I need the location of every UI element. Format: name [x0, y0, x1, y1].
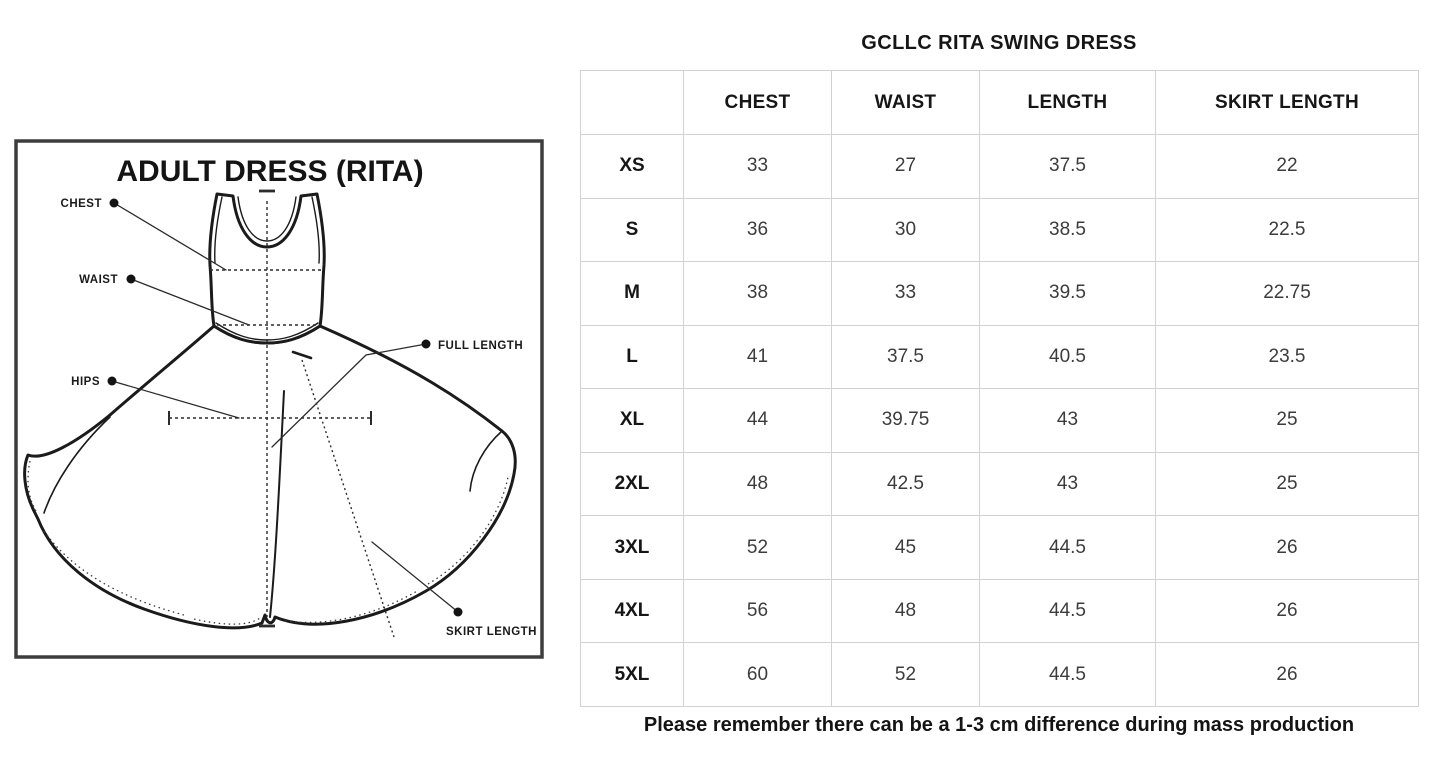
waist-value: 33 — [831, 261, 980, 326]
skirt-outline — [23, 324, 517, 630]
waist-value: 39.75 — [831, 388, 980, 453]
header-row: CHEST WAIST LENGTH SKIRT LENGTH — [580, 70, 1419, 135]
chest-value: 56 — [683, 578, 832, 644]
length-value: 39.5 — [979, 261, 1156, 326]
skirt-length-callout-dot — [453, 607, 463, 617]
chest-value: 60 — [683, 642, 832, 707]
length-value: 44.5 — [979, 642, 1156, 707]
length-value: 37.5 — [979, 134, 1156, 199]
waist-value: 45 — [831, 515, 980, 580]
full-length-label: FULL LENGTH — [438, 340, 523, 352]
callout-hips: HIPS — [71, 376, 240, 419]
length-value: 43 — [979, 451, 1156, 517]
size-cell: S — [580, 197, 684, 263]
skirt-length-value: 23.5 — [1155, 324, 1419, 390]
waist-value: 27 — [831, 134, 980, 199]
callout-full-length: FULL LENGTH — [271, 339, 523, 448]
table-row-xs: XS 33 27 37.5 22 — [580, 134, 1419, 199]
callouts: CHEST WAIST HIPS FULL LENGTH — [61, 198, 537, 638]
size-cell: 4XL — [580, 578, 684, 644]
length-value: 44.5 — [979, 515, 1156, 580]
waist-callout-dot — [126, 274, 136, 284]
waist-value: 37.5 — [831, 324, 980, 390]
skirt-length-value: 22.5 — [1155, 197, 1419, 263]
chest-value: 41 — [683, 324, 832, 390]
chest-value: 33 — [683, 134, 832, 199]
table-row-4xl: 4XL 56 48 44.5 26 — [580, 578, 1419, 644]
hips-label: HIPS — [71, 376, 100, 388]
length-value: 40.5 — [979, 324, 1156, 390]
skirt-length-value: 22.75 — [1155, 261, 1419, 326]
full-length-callout-dot — [421, 339, 431, 349]
waist-value: 48 — [831, 578, 980, 644]
chest-label: CHEST — [61, 198, 102, 210]
page-title: GCLLC RITA SWING DRESS — [861, 32, 1137, 54]
table-row-5xl: 5XL 60 52 44.5 26 — [580, 642, 1419, 707]
table-row-m: M 38 33 39.5 22.75 — [580, 261, 1419, 326]
waist-value: 52 — [831, 642, 980, 707]
skirt-length-value: 25 — [1155, 388, 1419, 453]
length-value: 43 — [979, 388, 1156, 453]
skirt-length-value: 25 — [1155, 451, 1419, 517]
chest-value: 44 — [683, 388, 832, 453]
length-value: 44.5 — [979, 578, 1156, 644]
chest-value: 38 — [683, 261, 832, 326]
table-row-2xl: 2XL 48 42.5 43 25 — [580, 451, 1419, 517]
column-header-length: LENGTH — [979, 70, 1156, 135]
measure-lines — [168, 189, 395, 638]
column-header-chest: CHEST — [683, 70, 832, 135]
skirt-length-value: 26 — [1155, 642, 1419, 707]
length-value: 38.5 — [979, 197, 1156, 263]
dress-diagram-panel: ADULT DRESS (RITA) — [14, 139, 544, 659]
size-cell: XL — [580, 388, 684, 453]
skirt-length-value: 22 — [1155, 134, 1419, 199]
production-note: Please remember there can be a 1-3 cm di… — [643, 714, 1355, 736]
size-cell: 2XL — [580, 451, 684, 517]
size-cell: 3XL — [580, 515, 684, 580]
size-cell: XS — [580, 134, 684, 199]
table-row-3xl: 3XL 52 45 44.5 26 — [580, 515, 1419, 580]
hem-stitch-lines — [27, 460, 509, 625]
table-row-l: L 41 37.5 40.5 23.5 — [580, 324, 1419, 390]
skirt-length-value: 26 — [1155, 515, 1419, 580]
callout-chest: CHEST — [61, 198, 227, 271]
chest-callout-dot — [109, 198, 119, 208]
hips-callout-dot — [107, 376, 117, 386]
column-header-skirt-length: SKIRT LENGTH — [1155, 70, 1419, 135]
chest-value: 48 — [683, 451, 832, 517]
callout-waist: WAIST — [79, 274, 250, 326]
skirt-length-value: 26 — [1155, 578, 1419, 644]
dress-diagram: ADULT DRESS (RITA) — [14, 139, 544, 659]
skirt-length-label: SKIRT LENGTH — [446, 626, 537, 638]
size-cell: L — [580, 324, 684, 390]
size-chart-table: CHEST WAIST LENGTH SKIRT LENGTH XS 33 27… — [580, 70, 1419, 707]
size-cell: M — [580, 261, 684, 326]
waist-value: 42.5 — [831, 451, 980, 517]
column-header-size — [580, 70, 684, 135]
chest-value: 36 — [683, 197, 832, 263]
waist-label: WAIST — [79, 274, 118, 286]
waist-value: 30 — [831, 197, 980, 263]
diagram-title: ADULT DRESS (RITA) — [116, 155, 423, 188]
table-row-xl: XL 44 39.75 43 25 — [580, 388, 1419, 453]
callout-skirt-length: SKIRT LENGTH — [371, 541, 537, 638]
size-cell: 5XL — [580, 642, 684, 707]
table-row-s: S 36 30 38.5 22.5 — [580, 197, 1419, 263]
column-header-waist: WAIST — [831, 70, 980, 135]
chest-value: 52 — [683, 515, 832, 580]
